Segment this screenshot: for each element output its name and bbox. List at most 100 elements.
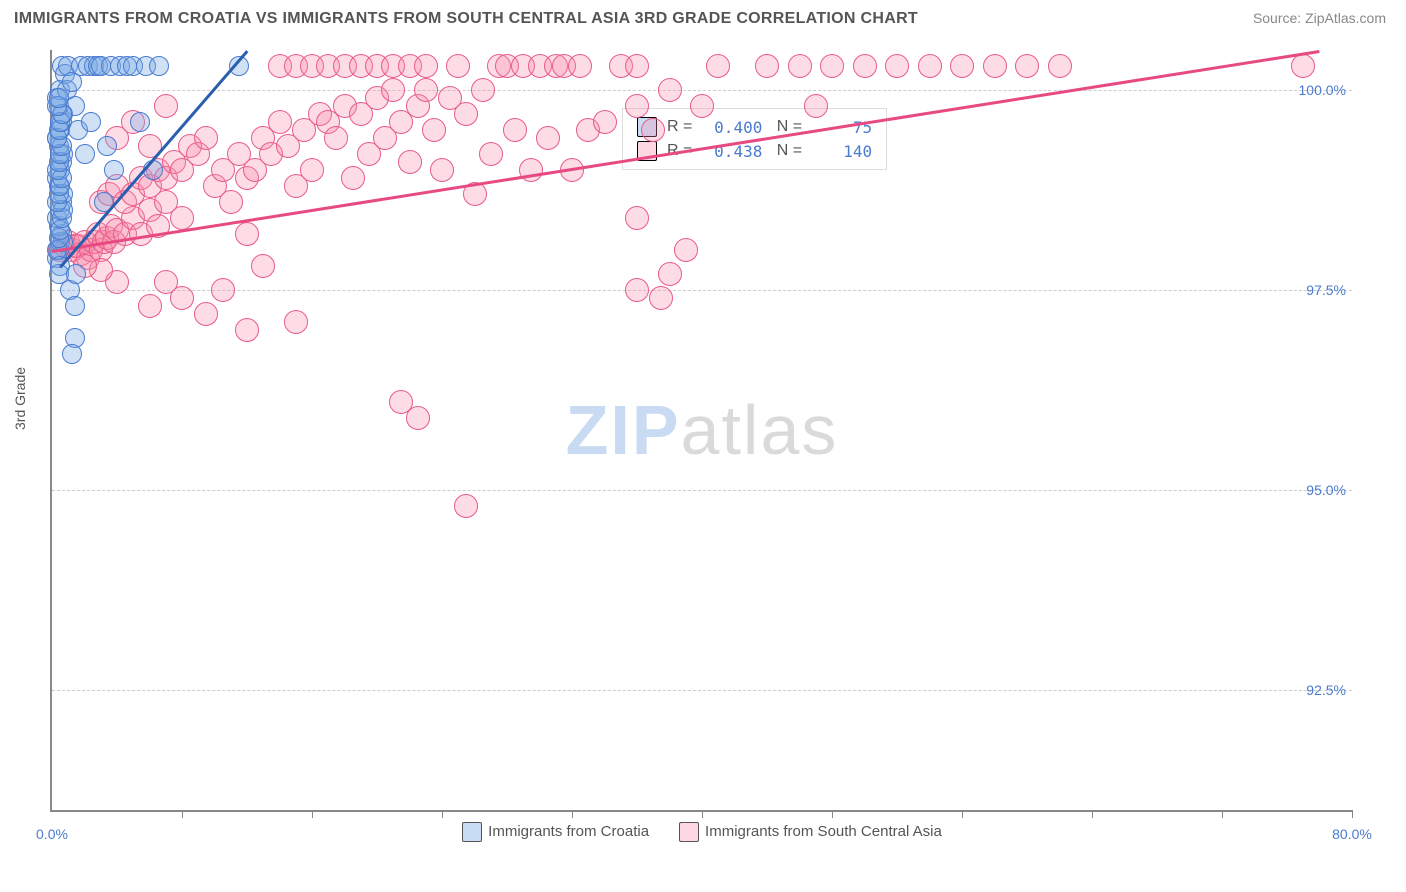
data-point-scasia — [341, 166, 365, 190]
x-tick-mark — [572, 810, 573, 818]
x-tick-mark — [442, 810, 443, 818]
data-point-scasia — [446, 54, 470, 78]
y-tick-label: 100.0% — [1299, 82, 1346, 98]
chart-title: IMMIGRANTS FROM CROATIA VS IMMIGRANTS FR… — [14, 10, 918, 28]
data-point-scasia — [1015, 54, 1039, 78]
data-point-scasia — [194, 302, 218, 326]
data-point-scasia — [690, 94, 714, 118]
series-legend: Immigrants from Croatia Immigrants from … — [52, 822, 1352, 842]
x-tick-mark — [1092, 810, 1093, 818]
swatch-icon — [462, 822, 482, 842]
x-tick-mark — [182, 810, 183, 818]
data-point-scasia — [414, 78, 438, 102]
legend-item-croatia: Immigrants from Croatia — [462, 822, 649, 842]
data-point-scasia — [211, 278, 235, 302]
data-point-scasia — [154, 94, 178, 118]
data-point-scasia — [674, 238, 698, 262]
data-point-scasia — [170, 206, 194, 230]
data-point-scasia — [658, 262, 682, 286]
x-tick-mark — [702, 810, 703, 818]
x-tick-mark — [962, 810, 963, 818]
data-point-scasia — [300, 158, 324, 182]
data-point-scasia — [454, 102, 478, 126]
data-point-scasia — [454, 494, 478, 518]
data-point-croatia — [62, 344, 82, 364]
data-point-scasia — [950, 54, 974, 78]
data-point-scasia — [430, 158, 454, 182]
source-credit: Source: ZipAtlas.com — [1253, 10, 1386, 26]
data-point-scasia — [820, 54, 844, 78]
r-value-croatia: 0.400 — [702, 118, 762, 137]
data-point-scasia — [471, 78, 495, 102]
data-point-scasia — [625, 206, 649, 230]
data-point-scasia — [641, 118, 665, 142]
data-point-croatia — [66, 264, 86, 284]
data-point-scasia — [983, 54, 1007, 78]
data-point-scasia — [138, 294, 162, 318]
gridline — [52, 690, 1352, 691]
data-point-croatia — [104, 160, 124, 180]
scatter-plot-area: ZIPatlas R =0.400 N =75 R =0.438 N =140 … — [50, 50, 1352, 812]
data-point-scasia — [885, 54, 909, 78]
data-point-scasia — [381, 78, 405, 102]
data-point-scasia — [625, 278, 649, 302]
n-value-scasia: 140 — [812, 142, 872, 161]
data-point-scasia — [1048, 54, 1072, 78]
data-point-scasia — [422, 118, 446, 142]
y-tick-label: 97.5% — [1306, 282, 1346, 298]
data-point-scasia — [625, 54, 649, 78]
data-point-scasia — [755, 54, 779, 78]
data-point-scasia — [194, 126, 218, 150]
x-tick-mark — [1352, 810, 1353, 818]
data-point-scasia — [918, 54, 942, 78]
data-point-croatia — [49, 88, 69, 108]
data-point-scasia — [251, 254, 275, 278]
data-point-scasia — [519, 158, 543, 182]
x-tick-label: 80.0% — [1332, 826, 1372, 842]
data-point-scasia — [649, 286, 673, 310]
data-point-croatia — [81, 112, 101, 132]
x-tick-mark — [312, 810, 313, 818]
data-point-scasia — [568, 54, 592, 78]
data-point-scasia — [284, 310, 308, 334]
data-point-scasia — [398, 150, 422, 174]
y-tick-label: 92.5% — [1306, 682, 1346, 698]
y-tick-label: 95.0% — [1306, 482, 1346, 498]
source-name: ZipAtlas.com — [1305, 10, 1386, 26]
data-point-scasia — [268, 110, 292, 134]
data-point-scasia — [479, 142, 503, 166]
data-point-scasia — [414, 54, 438, 78]
data-point-scasia — [1291, 54, 1315, 78]
data-point-croatia — [65, 296, 85, 316]
watermark: ZIPatlas — [566, 390, 839, 470]
data-point-scasia — [235, 318, 259, 342]
data-point-scasia — [170, 286, 194, 310]
watermark-part1: ZIP — [566, 391, 681, 469]
data-point-scasia — [406, 406, 430, 430]
data-point-croatia — [97, 136, 117, 156]
series-label-scasia: Immigrants from South Central Asia — [705, 823, 942, 840]
gridline — [52, 490, 1352, 491]
data-point-scasia — [658, 78, 682, 102]
data-point-scasia — [625, 94, 649, 118]
legend-item-scasia: Immigrants from South Central Asia — [679, 822, 942, 842]
data-point-scasia — [788, 54, 812, 78]
x-tick-mark — [832, 810, 833, 818]
data-point-scasia — [503, 118, 527, 142]
data-point-scasia — [536, 126, 560, 150]
data-point-croatia — [149, 56, 169, 76]
watermark-part2: atlas — [681, 391, 839, 469]
y-axis-label: 3rd Grade — [12, 367, 28, 430]
gridline — [52, 290, 1352, 291]
data-point-scasia — [706, 54, 730, 78]
data-point-scasia — [324, 126, 348, 150]
series-label-croatia: Immigrants from Croatia — [488, 823, 649, 840]
data-point-scasia — [853, 54, 877, 78]
x-tick-label: 0.0% — [36, 826, 68, 842]
data-point-scasia — [219, 190, 243, 214]
gridline — [52, 90, 1352, 91]
data-point-croatia — [75, 144, 95, 164]
data-point-scasia — [235, 222, 259, 246]
data-point-croatia — [130, 112, 150, 132]
x-tick-mark — [1222, 810, 1223, 818]
